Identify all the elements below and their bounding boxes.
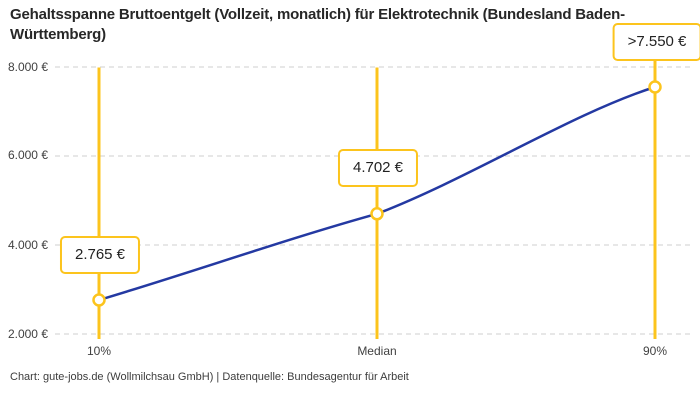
chart-title: Gehaltsspanne Bruttoentgelt (Vollzeit, m…	[10, 6, 625, 43]
chart-footer: Chart: gute-jobs.de (Wollmilchsau GmbH) …	[10, 371, 409, 383]
value-label-10pct: 2.765 €	[59, 236, 141, 274]
data-point-marker	[92, 293, 106, 307]
value-label-median: 4.702 €	[337, 149, 419, 187]
y-axis-tick-8000: 8.000 €	[7, 60, 48, 74]
data-point-marker	[648, 80, 662, 94]
x-axis-label-90pct: 90%	[642, 344, 668, 358]
y-axis-tick-4000: 4.000 €	[7, 238, 48, 252]
value-label-90pct: >7.550 €	[612, 23, 700, 61]
y-axis-tick-6000: 6.000 €	[7, 148, 48, 162]
x-axis-label-10pct: 10%	[86, 344, 112, 358]
x-axis-label-median: Median	[357, 344, 397, 358]
y-axis-tick-2000: 2.000 €	[7, 327, 48, 341]
data-point-marker	[370, 207, 384, 221]
